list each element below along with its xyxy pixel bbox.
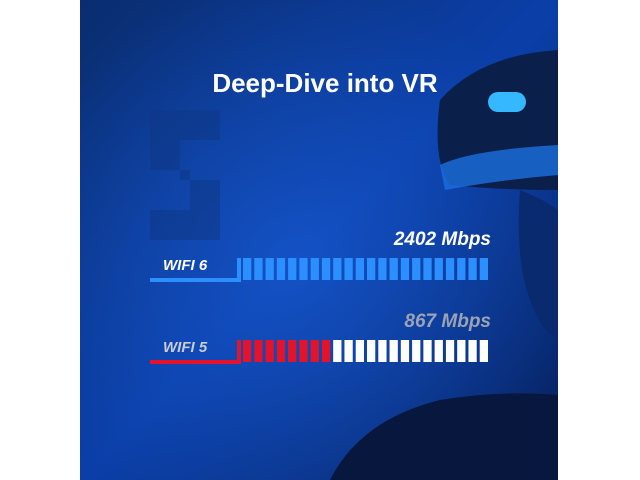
bar-segment bbox=[243, 340, 252, 362]
bars: 2402 Mbps WIFI 6 867 Mbps WIFI 5 bbox=[150, 229, 491, 364]
bar-segment bbox=[243, 258, 252, 280]
underline bbox=[150, 258, 241, 282]
bar-segment bbox=[400, 258, 410, 280]
bar-segment bbox=[412, 258, 421, 280]
bar-segment bbox=[378, 340, 387, 362]
bar-segment bbox=[367, 258, 376, 280]
bar-segment bbox=[333, 340, 342, 362]
category-label: WIFI 6 bbox=[163, 257, 208, 274]
bar-segment bbox=[445, 340, 455, 362]
bar-segment bbox=[321, 258, 331, 280]
shoulder bbox=[330, 393, 558, 480]
bar bbox=[243, 340, 488, 362]
bar-segment bbox=[321, 340, 331, 362]
bar-segment bbox=[254, 258, 263, 280]
bar-segment bbox=[434, 258, 443, 280]
bar-segment bbox=[265, 258, 274, 280]
bar-segment bbox=[310, 258, 319, 280]
headset-light bbox=[488, 92, 526, 112]
bar-segment bbox=[276, 258, 286, 280]
bar-segment bbox=[367, 340, 376, 362]
title: Deep-Dive into VR bbox=[212, 68, 438, 98]
bar-segment bbox=[310, 340, 319, 362]
bar-segment bbox=[389, 258, 398, 280]
bar-segment bbox=[276, 340, 286, 362]
bar-segment bbox=[412, 340, 421, 362]
bar-segment bbox=[355, 340, 364, 362]
bar-segment bbox=[378, 258, 387, 280]
bar-segment bbox=[265, 340, 274, 362]
face bbox=[518, 190, 558, 340]
bar-segment bbox=[355, 258, 364, 280]
bar-segment bbox=[423, 258, 432, 280]
bar-segment bbox=[400, 340, 410, 362]
underline bbox=[150, 340, 241, 364]
bar-segment bbox=[457, 340, 466, 362]
bar-segment bbox=[445, 258, 455, 280]
bar-segment bbox=[254, 340, 263, 362]
headset-band bbox=[440, 145, 558, 190]
bar-segment bbox=[344, 258, 353, 280]
bar-segment bbox=[479, 258, 488, 280]
bar-segment bbox=[423, 340, 432, 362]
bar-segment bbox=[299, 258, 308, 280]
bar-segment bbox=[288, 340, 297, 362]
background-shape bbox=[150, 110, 220, 240]
bar-segment bbox=[288, 258, 297, 280]
value-label: 867 Mbps bbox=[404, 311, 491, 332]
bar-segment bbox=[468, 340, 477, 362]
bar-segment bbox=[457, 258, 466, 280]
bar-segment bbox=[468, 258, 477, 280]
bar-segment bbox=[299, 340, 308, 362]
bar-segment bbox=[389, 340, 398, 362]
bar bbox=[243, 258, 488, 280]
bar-segment bbox=[344, 340, 353, 362]
value-label: 2402 Mbps bbox=[393, 229, 491, 250]
bar-segment bbox=[333, 258, 342, 280]
category-label: WIFI 5 bbox=[163, 339, 208, 356]
bar-segment bbox=[479, 340, 488, 362]
bar-segment bbox=[434, 340, 443, 362]
